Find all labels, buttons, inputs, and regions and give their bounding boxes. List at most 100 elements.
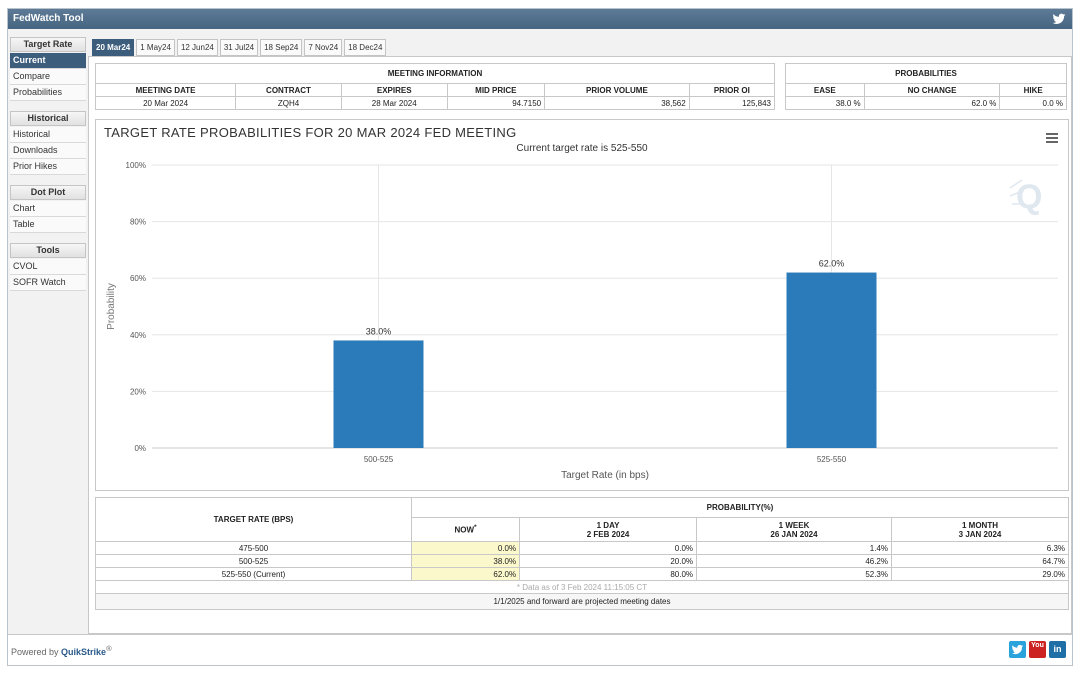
probability-bar-chart: 0% 20% 40% 60% 80% 100% 38.0% 500-525 62.0% 525-5… [106, 161, 1058, 481]
target-rate-cell: 525-550 (Current) [95, 567, 412, 581]
bar-500-525[interactable] [333, 340, 424, 448]
col-header-prior-oi: PRIOR OI [688, 83, 776, 97]
period-label: 1 DAY [596, 520, 620, 530]
col-header-contract: CONTRACT [235, 83, 342, 97]
period-label: NOW [454, 525, 475, 535]
probability-cell: 52.3% [696, 567, 892, 581]
col-header-prior-volume: PRIOR VOLUME [544, 83, 690, 97]
sidebar-item-probabilities[interactable]: Probabilities [10, 85, 86, 101]
probabilities-title: PROBABILITIES [785, 63, 1067, 84]
linkedin-icon[interactable]: in [1049, 641, 1066, 658]
probability-cell: 29.0% [891, 567, 1069, 581]
value-prior-oi: 125,843 [688, 96, 776, 110]
twitter-icon[interactable] [1009, 641, 1026, 658]
main-body: Target Rate Current Compare Probabilities Hi… [8, 29, 1072, 634]
period-label: 1 WEEK [778, 520, 810, 530]
now-marker: * [474, 524, 477, 532]
youtube-icon[interactable]: You [1029, 641, 1046, 658]
fedwatch-app: FedWatch Tool Target Rate Current Compare P… [7, 8, 1073, 666]
y-tick-label: 60% [130, 274, 146, 283]
value-contract: ZQH4 [235, 96, 342, 110]
probability-cell: 80.0% [519, 567, 698, 581]
probability-cell: 46.2% [696, 554, 892, 568]
value-no-change: 62.0 % [863, 96, 1001, 110]
x-axis-title: Target Rate (in bps) [561, 470, 649, 481]
youtube-icon-text: You [1031, 642, 1044, 649]
target-rate-header: TARGET RATE (BPS) [95, 497, 412, 542]
y-tick-label: 80% [130, 218, 146, 227]
tab-1-may24[interactable]: 1 May24 [136, 39, 175, 56]
tab-18-dec24[interactable]: 18 Dec24 [344, 39, 387, 56]
data-timestamp-note: * Data as of 3 Feb 2024 11:15:05 CT [95, 581, 1069, 594]
content-panel: MEETING INFORMATION MEETING DATE CONTRACT… [88, 56, 1072, 634]
meeting-info-title: MEETING INFORMATION [95, 63, 775, 84]
y-tick-label: 40% [130, 331, 146, 340]
period-header-1-week: 1 WEEK 26 JAN 2024 [696, 517, 892, 542]
col-header-hike: HIKE [999, 83, 1067, 97]
chart-panel: TARGET RATE PROBABILITIES FOR 20 MAR 202… [95, 119, 1069, 491]
probabilities-table: PROBABILITIES EASE NO CHANGE HIKE 38.0 % 62… [785, 63, 1067, 110]
projected-dates-note: 1/1/2025 and forward are projected meeti… [95, 594, 1069, 610]
twitter-icon[interactable] [1052, 12, 1066, 26]
chart-title: TARGET RATE PROBABILITIES FOR 20 MAR 202… [104, 125, 517, 140]
tab-31-jul24[interactable]: 31 Jul24 [219, 39, 259, 56]
bar-data-label: 62.0% [819, 259, 845, 269]
period-header-now: NOW* [410, 517, 521, 542]
footer: Powered by QuikStrike® You in [8, 634, 1072, 665]
svg-text:Q: Q [1016, 178, 1042, 216]
sidebar-item-chart[interactable]: Chart [10, 201, 86, 217]
probability-cell: 1.4% [696, 541, 892, 555]
probability-cell: 62.0% [410, 567, 521, 581]
col-header-meeting-date: MEETING DATE [94, 83, 237, 97]
table-row: 525-550 (Current) 62.0% 80.0% 52.3% 29.0% [95, 567, 1069, 581]
menu-icon[interactable] [1046, 133, 1058, 143]
tab-20-mar24[interactable]: 20 Mar24 [92, 39, 135, 56]
sidebar-group-historical: Historical [10, 111, 86, 126]
quikstrike-watermark-logo: Q [1009, 178, 1042, 216]
probability-cell: 0.0% [410, 541, 521, 555]
meeting-info-table: MEETING INFORMATION MEETING DATE CONTRACT… [94, 63, 776, 110]
sidebar-item-table[interactable]: Table [10, 217, 86, 233]
sidebar-item-prior-hikes[interactable]: Prior Hikes [10, 159, 86, 175]
registered-mark: ® [106, 644, 112, 653]
title-bar: FedWatch Tool [8, 9, 1072, 29]
probability-cell: 0.0% [519, 541, 698, 555]
value-hike: 0.0 % [999, 96, 1067, 110]
col-header-ease: EASE [785, 83, 865, 97]
probability-cell: 38.0% [410, 554, 521, 568]
chart-subtitle: Current target rate is 525-550 [516, 143, 648, 154]
period-header-1-month: 1 MONTH 3 JAN 2024 [891, 517, 1069, 542]
powered-by-label: Powered by [11, 647, 59, 657]
y-tick-label: 0% [134, 444, 146, 453]
period-date: 2 FEB 2024 [586, 529, 630, 539]
x-tick-label: 525-550 [817, 455, 847, 464]
probability-cell: 6.3% [891, 541, 1069, 555]
period-date: 3 JAN 2024 [958, 529, 1002, 539]
tab-18-sep24[interactable]: 18 Sep24 [260, 39, 303, 56]
probability-history-table: TARGET RATE (BPS) PROBABILITY(%) NOW* 1 D… [95, 497, 1069, 581]
probability-header: PROBABILITY(%) [411, 497, 1069, 518]
y-tick-label: 20% [130, 387, 146, 396]
sidebar-item-sofr-watch[interactable]: SOFR Watch [10, 275, 86, 291]
tab-7-nov24[interactable]: 7 Nov24 [304, 39, 343, 56]
value-mid-price: 94.7150 [446, 96, 546, 110]
sidebar-item-downloads[interactable]: Downloads [10, 143, 86, 159]
probability-history: TARGET RATE (BPS) PROBABILITY(%) NOW* 1 D… [95, 497, 1069, 610]
y-axis-title: Probability [106, 283, 117, 330]
probability-cell: 64.7% [891, 554, 1069, 568]
sidebar-group-tools: Tools [10, 243, 86, 258]
target-rate-cell: 500-525 [95, 554, 412, 568]
social-links: You in [1009, 641, 1066, 658]
sidebar-item-historical[interactable]: Historical [10, 127, 86, 143]
quikstrike-link[interactable]: QuikStrike [61, 647, 107, 657]
col-header-expires: EXPIRES [340, 83, 448, 97]
bar-525-550[interactable] [786, 272, 877, 448]
tab-12-jun24[interactable]: 12 Jun24 [176, 39, 218, 56]
sidebar-item-compare[interactable]: Compare [10, 69, 86, 85]
col-header-no-change: NO CHANGE [863, 83, 1001, 97]
sidebar-group-dot-plot: Dot Plot [10, 185, 86, 200]
meeting-tabs: 20 Mar24 1 May24 12 Jun24 31 Jul24 18 Sep24 7… [92, 39, 388, 56]
sidebar-item-cvol[interactable]: CVOL [10, 259, 86, 275]
sidebar-item-current[interactable]: Current [10, 53, 86, 69]
y-tick-label: 100% [126, 161, 146, 170]
